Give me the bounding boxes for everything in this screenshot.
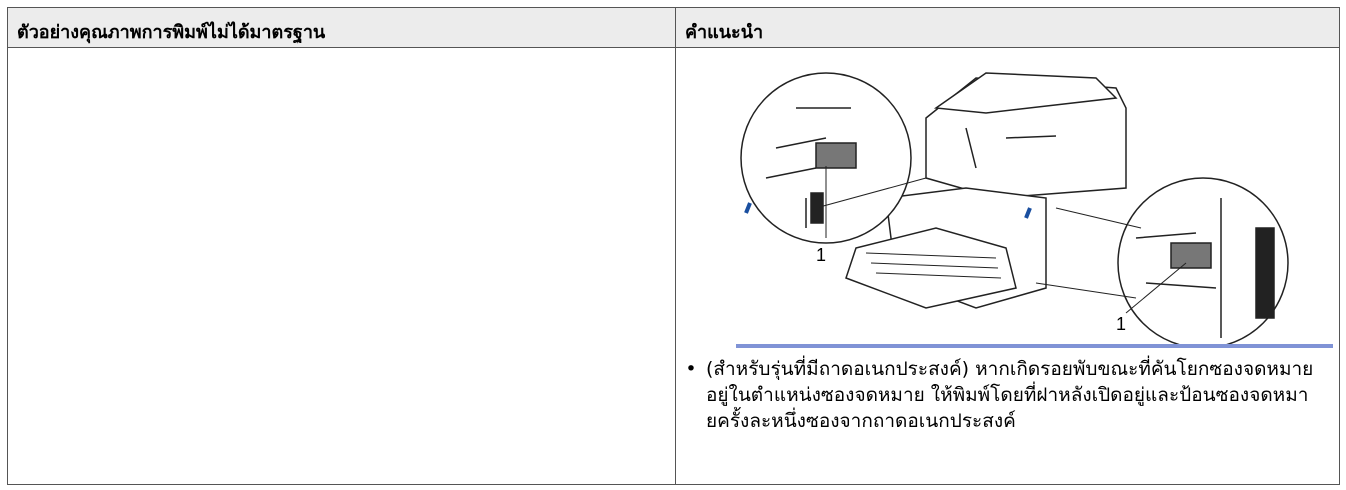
body-cell	[675, 47, 1340, 485]
illustration: 1 1	[740, 72, 1289, 348]
callout: 1	[816, 245, 826, 265]
separator	[736, 344, 1333, 348]
header-cell: คำแนะนำ	[675, 7, 1340, 48]
callout: 1	[1116, 314, 1126, 334]
body-cell	[7, 47, 676, 485]
bullet-text: (สำหรับรุ่นที่มีถาดอเนกประสงค์) หากเกิดร…	[706, 358, 1314, 432]
bullet-item: • (สำหรับรุ่นที่มีถาดอเนกประสงค์) หากเกิ…	[676, 356, 1336, 434]
header-cell: ตัวอย่างคุณภาพการพิมพ์ไม่ได้มาตรฐาน	[7, 7, 676, 48]
bullet-marker: •	[685, 358, 697, 380]
